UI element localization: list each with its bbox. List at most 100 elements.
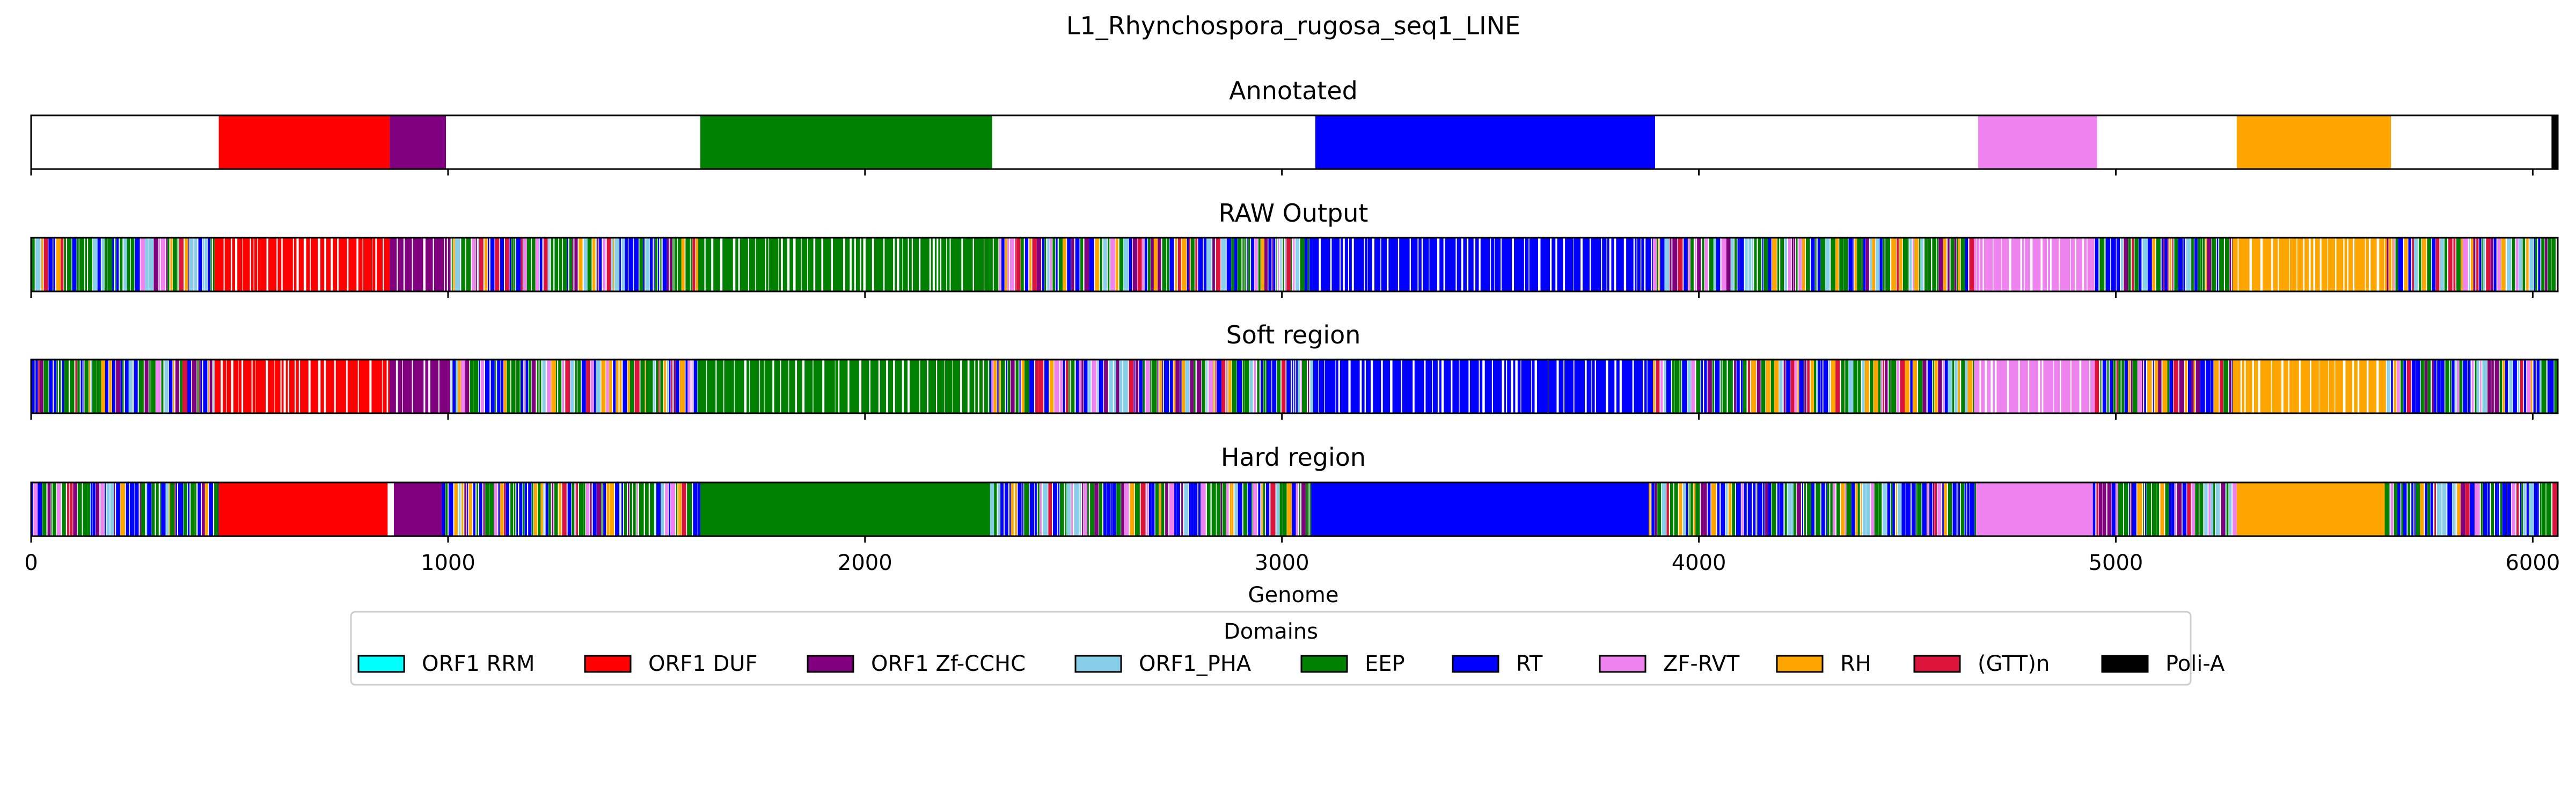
prediction-bar: [497, 360, 501, 413]
prediction-bar: [42, 482, 47, 536]
prediction-bar: [1071, 238, 1074, 291]
prediction-bar: [2207, 238, 2212, 291]
prediction-bar: [140, 238, 145, 291]
prediction-bar: [545, 482, 548, 536]
prediction-bar: [2416, 482, 2420, 536]
prediction-bar: [495, 360, 496, 413]
prediction-bar: [1854, 238, 1857, 291]
x-tick-label: 5000: [2089, 551, 2143, 575]
prediction-bar: [1872, 238, 1876, 291]
legend-swatch: [807, 655, 854, 673]
prediction-bar: [82, 360, 84, 413]
prediction-bar: [2481, 238, 2483, 291]
prediction-bar: [320, 360, 324, 413]
prediction-bar: [1350, 360, 1360, 413]
prediction-bar: [38, 482, 42, 536]
prediction-bar: [2203, 238, 2205, 291]
prediction-bar: [175, 360, 180, 413]
prediction-bar: [547, 360, 551, 413]
prediction-bar: [2540, 482, 2542, 536]
prediction-bar: [1700, 482, 1703, 536]
prediction-bar: [1787, 482, 1791, 536]
prediction-bar: [2233, 360, 2241, 413]
prediction-bar: [2297, 238, 2303, 291]
prediction-bar: [1294, 360, 1296, 413]
prediction-bar: [813, 360, 823, 413]
prediction-bar: [363, 238, 372, 291]
prediction-bar: [1281, 360, 1286, 413]
prediction-bar: [199, 360, 200, 413]
prediction-bar: [90, 482, 93, 536]
prediction-bar: [1423, 238, 1429, 291]
prediction-bar: [532, 238, 536, 291]
prediction-bar: [188, 238, 189, 291]
prediction-bar: [1772, 238, 1777, 291]
prediction-bar: [2060, 238, 2070, 291]
prediction-bar: [713, 238, 720, 291]
prediction-bar: [2391, 360, 2393, 413]
prediction-bar: [696, 238, 699, 291]
prediction-bar: [1820, 238, 1826, 291]
prediction-bar: [2384, 238, 2387, 291]
prediction-bar: [1883, 482, 1887, 536]
prediction-bar: [535, 238, 539, 291]
prediction-bar: [1830, 482, 1833, 536]
prediction-bar: [1896, 360, 1899, 413]
prediction-bar: [153, 238, 158, 291]
prediction-bar: [769, 238, 779, 291]
prediction-bar: [35, 360, 38, 413]
prediction-bar: [2379, 238, 2384, 291]
x-tick-label: 4000: [1672, 551, 1726, 575]
prediction-bar: [1529, 238, 1539, 291]
prediction-bar: [2224, 238, 2230, 291]
prediction-bar: [1116, 360, 1119, 413]
prediction-bar: [749, 238, 755, 291]
prediction-bar: [2541, 360, 2546, 413]
prediction-bar: [1381, 238, 1387, 291]
prediction-bar: [1697, 238, 1701, 291]
prediction-bar: [2009, 360, 2018, 413]
prediction-bar: [473, 482, 475, 536]
prediction-bar: [282, 238, 293, 291]
prediction-bar: [1960, 482, 1965, 536]
prediction-bar: [974, 238, 984, 291]
prediction-bar: [1099, 482, 1103, 536]
prediction-bar: [2090, 360, 2095, 413]
prediction-bar: [1247, 238, 1248, 291]
prediction-bar: [2211, 482, 2213, 536]
prediction-bar: [1058, 482, 1060, 536]
prediction-bar: [1484, 360, 1492, 413]
prediction-bar: [1234, 482, 1238, 536]
legend-label: ORF1 Zf-CCHC: [871, 652, 1026, 676]
prediction-bar: [1373, 360, 1381, 413]
prediction-bar: [83, 482, 88, 536]
prediction-bar: [464, 482, 467, 536]
prediction-bar: [1901, 482, 1906, 536]
prediction-bar: [38, 360, 40, 413]
legend-label: RT: [1516, 652, 1543, 676]
prediction-bar: [2407, 482, 2410, 536]
prediction-bar: [2272, 360, 2282, 413]
prediction-bar: [1163, 360, 1169, 413]
prediction-bar: [174, 482, 176, 536]
prediction-bar: [1900, 360, 1905, 413]
prediction-bar: [681, 238, 685, 291]
prediction-bar: [105, 360, 109, 413]
prediction-bar: [1260, 360, 1263, 413]
prediction-bar: [488, 238, 489, 291]
prediction-bar: [1480, 238, 1490, 291]
prediction-bar: [1296, 482, 1298, 536]
prediction-bar: [2456, 238, 2461, 291]
prediction-bar: [1283, 238, 1284, 291]
prediction-bar: [562, 360, 565, 413]
prediction-bar: [214, 238, 224, 291]
prediction-bar: [2440, 360, 2445, 413]
prediction-bar: [1821, 482, 1825, 536]
prediction-bar: [2142, 238, 2148, 291]
prediction-bar: [413, 238, 423, 291]
prediction-bar: [1011, 360, 1015, 413]
prediction-bar: [1151, 482, 1155, 536]
prediction-bar: [543, 482, 545, 536]
prediction-bar: [815, 238, 822, 291]
prediction-bar: [2547, 360, 2550, 413]
